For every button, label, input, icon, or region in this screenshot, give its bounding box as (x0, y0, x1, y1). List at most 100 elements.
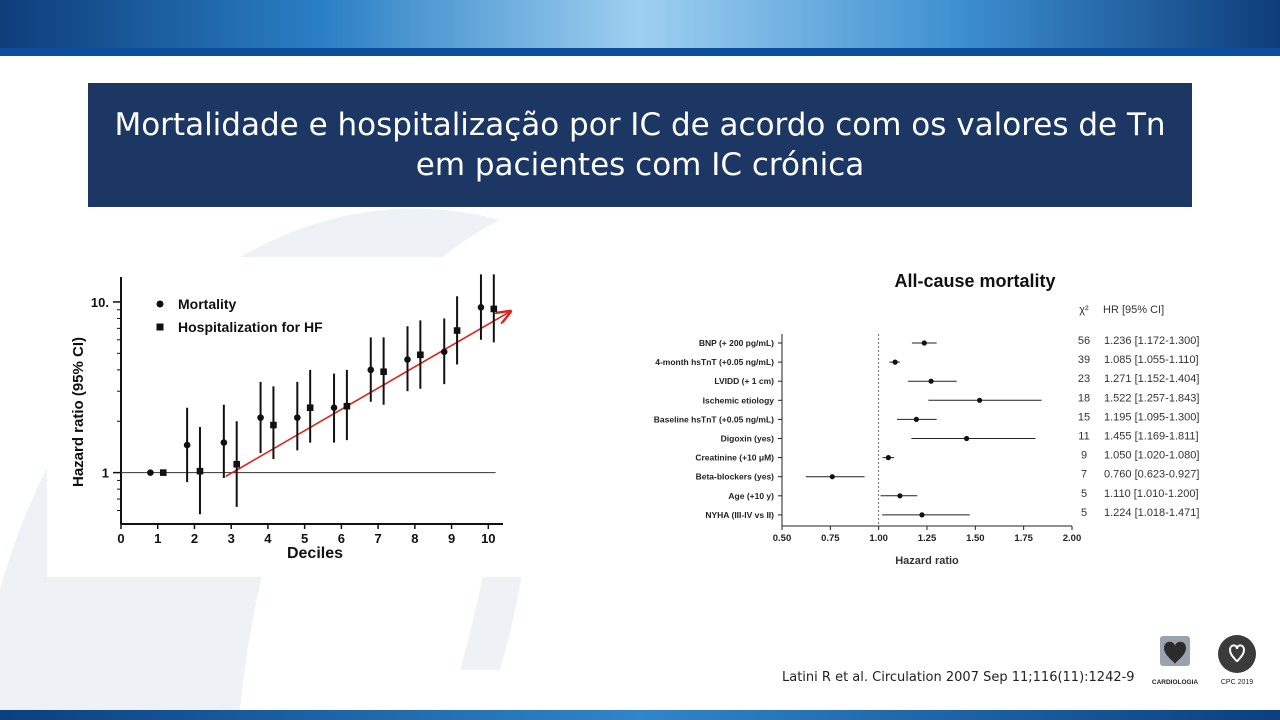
forest-x-tick-label: 1.25 (918, 533, 937, 544)
forest-row-label: BNP (+ 200 pg/mL) (699, 338, 774, 348)
deciles-y-axis-label: Hazard ratio (95% CI) (70, 337, 87, 487)
deciles-x-tick-label: 3 (228, 531, 235, 546)
mortality-point (477, 304, 485, 311)
hospitalization-point (196, 467, 204, 475)
mortality-point (367, 366, 375, 374)
forest-hr-text: 1.224 [1.018-1.471] (1104, 507, 1199, 519)
forest-x-tick-label: 2.00 (1063, 533, 1082, 544)
deciles-x-tick-label: 0 (117, 531, 124, 546)
mortality-point (294, 414, 301, 421)
deciles-chart-panel: 0 1 2 3 4 5 6 7 8 9 10 1 10. Mortality Hospitalizati… (47, 257, 557, 577)
legend-hospitalization-marker (156, 323, 164, 331)
hospitalization-point (417, 351, 424, 359)
forest-x-tick-label: 1.00 (869, 533, 888, 544)
citation: Latini R et al. Circulation 2007 Sep 11;… (782, 670, 1135, 685)
deciles-x-tick-label: 2 (191, 531, 198, 546)
chi2-column-header: χ² (1079, 304, 1089, 316)
forest-hr-point (829, 474, 835, 480)
forest-hr-text: 1.271 [1.152-1.404] (1104, 373, 1199, 385)
deciles-y-tick-label: 10. (91, 295, 109, 310)
forest-hr-text: 1.455 [1.169-1.811] (1104, 431, 1199, 443)
forest-hr-text: 1.085 [1.055-1.110] (1104, 354, 1199, 366)
hospitalization-point (490, 305, 498, 313)
forest-x-axis-label: Hazard ratio (895, 555, 959, 567)
deciles-x-axis-label: Deciles (287, 545, 343, 562)
forest-x-tick-label: 0.75 (821, 533, 840, 544)
forest-chi2-value: 23 (1078, 373, 1090, 385)
deciles-x-tick-label: 10 (481, 531, 495, 546)
forest-chi2-value: 18 (1078, 392, 1090, 404)
deciles-x-tick-label: 1 (154, 531, 161, 546)
forest-row-label: Digoxin (yes) (721, 434, 775, 444)
forest-hr-point (964, 435, 970, 442)
hospitalization-point (453, 327, 461, 334)
forest-plot-panel: All-cause mortality χ² HR [95% CI] 0.50 0… (640, 262, 1230, 582)
forest-chi2-value: 56 (1078, 335, 1090, 347)
forest-row-label: Baseline hsTnT (+0.05 ng/mL) (654, 414, 774, 424)
deciles-x-tick-label: 9 (448, 531, 455, 546)
deciles-series-marks (147, 274, 498, 515)
forest-x-tick-label: 1.50 (966, 533, 985, 544)
hospitalization-point (159, 469, 167, 476)
forest-row-label: Beta-blockers (yes) (696, 472, 775, 482)
forest-chi2-value: 11 (1078, 431, 1089, 443)
forest-hr-point (913, 416, 919, 422)
deciles-x-tick-label: 7 (374, 531, 381, 546)
deciles-x-tick-label: 8 (411, 531, 418, 546)
forest-hr-point (897, 493, 903, 499)
forest-hr-point (885, 455, 891, 461)
forest-hr-text: 1.236 [1.172-1.300] (1104, 335, 1199, 347)
forest-row-label: Ischemic etiology (703, 395, 775, 405)
forest-hr-point (892, 359, 898, 365)
legend-mortality-marker (156, 300, 164, 308)
forest-plot: All-cause mortality χ² HR [95% CI] 0.50 0… (654, 271, 1200, 567)
forest-chi2-value: 9 (1081, 450, 1087, 462)
spc-logo: CARDIOLOGIA (1152, 636, 1199, 686)
forest-chi2-value: 5 (1081, 488, 1087, 500)
mortality-point (147, 469, 154, 476)
mortality-point (220, 439, 228, 446)
hospitalization-point (306, 404, 314, 412)
forest-row-label: 4-month hsTnT (+0.05 ng/mL) (655, 357, 774, 367)
hospitalization-point (233, 460, 241, 468)
hr-column-header: HR [95% CI] (1103, 304, 1164, 316)
forest-hr-point (976, 397, 983, 403)
deciles-trend-arrow (225, 311, 511, 478)
mortality-point (404, 356, 411, 363)
forest-chi2-value: 39 (1078, 354, 1090, 366)
mortality-point (183, 441, 191, 449)
forest-chi2-value: 15 (1078, 411, 1090, 423)
forest-hr-point (921, 340, 927, 346)
cpc-logo-text: CPC 2019 (1221, 679, 1253, 686)
deciles-x-tick-label: 5 (301, 531, 308, 546)
footer-logos: CARDIOLOGIA CPC 2019 (1152, 635, 1256, 686)
forest-hr-text: 0.760 [0.623-0.927] (1104, 469, 1199, 481)
forest-rows: BNP (+ 200 pg/mL) 56 1.236 [1.172-1.300] 4-… (654, 335, 1200, 520)
legend-hospitalization-label: Hospitalization for HF (178, 319, 323, 335)
deciles-legend: Mortality Hospitalization for HF (156, 296, 323, 335)
deciles-x-tick-label: 6 (338, 531, 345, 546)
slide-title-box: Mortalidade e hospitalização por IC de a… (88, 83, 1192, 207)
forest-x-tick-label: 1.75 (1014, 533, 1033, 544)
forest-hr-text: 1.050 [1.020-1.080] (1104, 450, 1199, 462)
hospitalization-point (380, 368, 387, 376)
top-banner (0, 0, 1280, 56)
mortality-point (440, 348, 448, 356)
hospitalization-point (343, 402, 351, 410)
forest-hr-text: 1.522 [1.257-1.843] (1104, 392, 1199, 404)
deciles-chart: 0 1 2 3 4 5 6 7 8 9 10 1 10. Mortality Hospitalizati… (70, 274, 557, 562)
legend-mortality-label: Mortality (178, 296, 237, 312)
deciles-axes: 0 1 2 3 4 5 6 7 8 9 10 1 10. (91, 277, 503, 546)
spc-logo-text: CARDIOLOGIA (1152, 679, 1199, 686)
bottom-bar (0, 710, 1280, 720)
forest-hr-text: 1.110 [1.010-1.200] (1104, 488, 1199, 500)
deciles-y-tick-label: 1 (102, 466, 109, 481)
forest-hr-point (928, 378, 934, 384)
hospitalization-point (270, 421, 277, 429)
deciles-trend-arrow-line (225, 311, 511, 478)
slide-title: Mortalidade e hospitalização por IC de a… (114, 107, 1166, 183)
forest-row-label: Age (+10 y) (728, 491, 774, 501)
mortality-point (257, 414, 264, 421)
forest-chi2-value: 5 (1081, 507, 1087, 519)
forest-chi2-value: 7 (1081, 469, 1087, 481)
